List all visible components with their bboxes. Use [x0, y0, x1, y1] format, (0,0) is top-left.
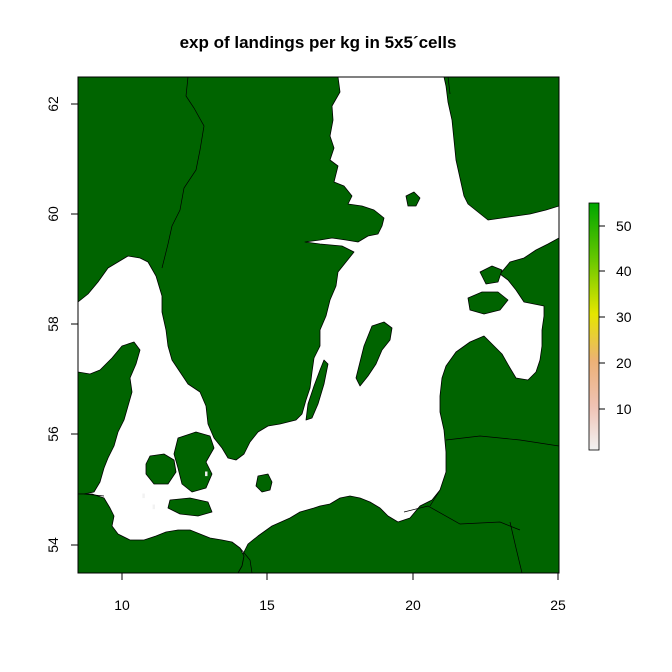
data-cells	[142, 471, 208, 510]
map-panel	[78, 77, 559, 573]
y-tick-label: 56	[45, 426, 61, 442]
color-legend: 10 20 30 40 50	[588, 202, 632, 451]
border-poland-belarus	[509, 521, 523, 573]
data-cell	[152, 504, 156, 510]
border-sweden-finland	[447, 77, 451, 95]
land-baltic-states	[225, 237, 559, 573]
land-jutland	[78, 341, 141, 495]
legend-tick-label: 50	[616, 218, 632, 234]
border-russia-lithuania	[429, 489, 441, 507]
x-tick-label: 25	[550, 597, 566, 613]
land-saaremaa	[467, 291, 509, 315]
border-lithuania-latvia	[445, 435, 559, 447]
chart-title: exp of landings per kg in 5x5´cells	[180, 33, 457, 52]
land-finland	[443, 77, 559, 221]
data-cell	[142, 493, 145, 499]
land-germany	[78, 493, 245, 573]
land-gotland	[355, 321, 393, 387]
border-denmark-germany	[83, 493, 105, 497]
land-zealand	[173, 431, 215, 493]
legend-tick-label: 20	[616, 355, 632, 371]
legend-colorbar	[588, 202, 600, 451]
border-germany-poland	[239, 547, 253, 573]
land-hiiumaa	[479, 265, 503, 285]
land-lolland	[167, 497, 213, 517]
y-tick-label: 58	[45, 316, 61, 332]
land-aland	[405, 191, 421, 207]
x-axis: 10 15 20 25	[114, 573, 566, 613]
data-cell	[205, 471, 208, 477]
legend-tick-label: 30	[616, 309, 632, 325]
y-tick-label: 54	[45, 537, 61, 553]
x-tick-label: 15	[259, 597, 275, 613]
border-poland-russia	[403, 505, 521, 531]
legend-tick-label: 40	[616, 263, 632, 279]
y-axis: 54 56 58 60 62	[45, 96, 78, 553]
land-bornholm	[255, 473, 273, 493]
land-funen	[145, 453, 177, 485]
y-tick-label: 62	[45, 96, 61, 112]
border-norway-sweden	[161, 77, 205, 269]
legend-tick-label: 10	[616, 401, 632, 417]
plot-frame	[77, 76, 560, 574]
x-tick-label: 10	[114, 597, 130, 613]
x-tick-label: 20	[405, 597, 421, 613]
land-oland	[305, 359, 329, 421]
land-scandinavia	[78, 77, 385, 461]
y-tick-label: 60	[45, 206, 61, 222]
